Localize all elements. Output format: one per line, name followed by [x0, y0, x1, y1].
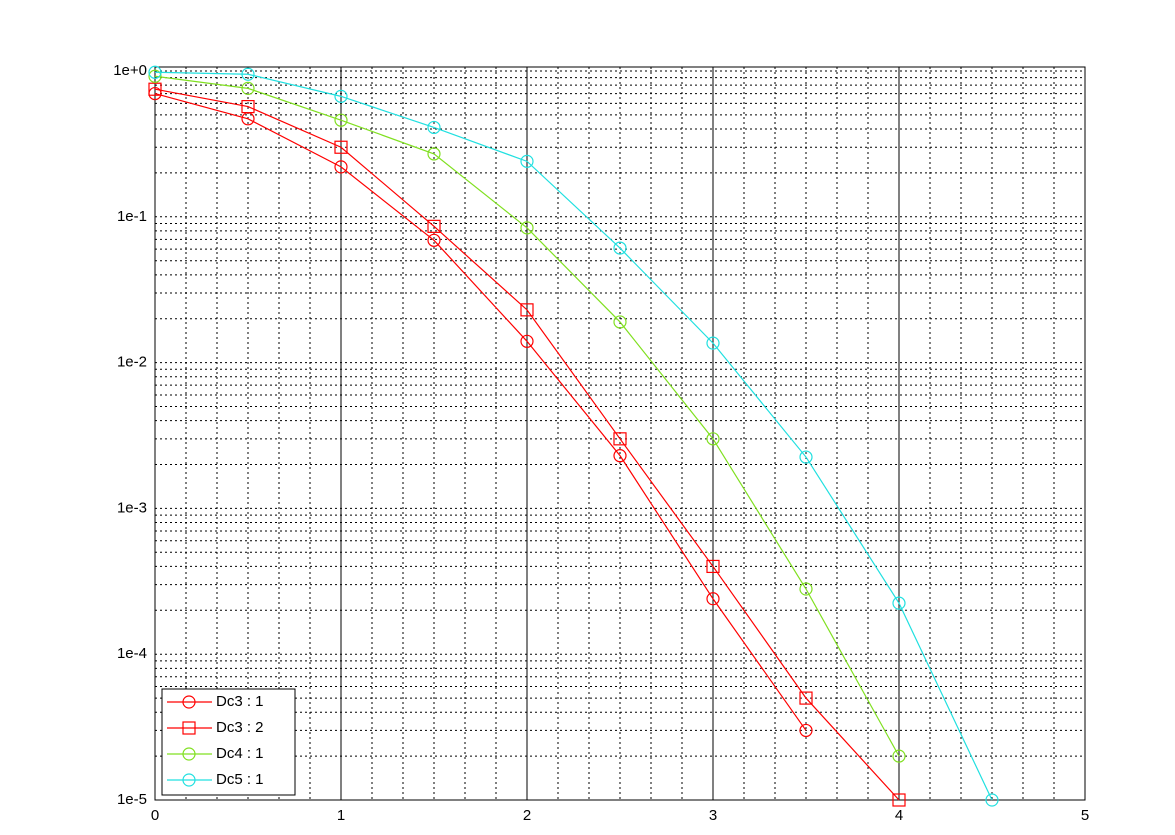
y-tick-label: 1e-5	[117, 791, 147, 808]
series-line	[154, 93, 807, 731]
marker	[520, 334, 534, 348]
y-tick-label: 1e+0	[113, 62, 147, 79]
legend-marker	[182, 695, 196, 709]
marker	[241, 99, 255, 114]
marker	[706, 432, 720, 446]
legend-marker	[182, 721, 196, 735]
marker	[706, 336, 720, 350]
marker	[427, 219, 441, 233]
marker	[241, 67, 255, 81]
marker	[799, 450, 813, 464]
marker	[892, 596, 906, 610]
marker	[613, 241, 627, 255]
y-tick-label: 1e-2	[117, 354, 147, 371]
marker	[892, 749, 906, 763]
marker	[613, 449, 627, 463]
x-tick-label: 0	[151, 807, 159, 824]
marker	[706, 559, 720, 574]
y-tick-label: 1e-1	[117, 208, 147, 225]
marker	[334, 113, 348, 127]
marker	[148, 69, 162, 83]
x-tick-label: 3	[709, 807, 717, 824]
legend-label: Dc5 : 1	[216, 771, 264, 788]
marker	[148, 82, 162, 96]
series-line	[154, 75, 900, 757]
marker	[520, 303, 534, 317]
plot-frame	[154, 66, 1086, 801]
marker	[427, 147, 441, 161]
marker	[706, 592, 720, 606]
marker	[427, 120, 441, 135]
marker	[241, 81, 255, 95]
x-tick-label: 2	[523, 807, 531, 824]
legend: Dc3 : 1 Dc3 : 2 Dc4 : 1 Dc5 : 1	[161, 688, 296, 796]
legend-label: Dc4 : 1	[216, 745, 264, 762]
legend-marker	[182, 747, 196, 761]
marker	[613, 432, 627, 446]
marker	[334, 160, 348, 174]
marker	[520, 221, 534, 235]
y-tick-label: 1e-3	[117, 499, 147, 516]
x-tick-label: 5	[1081, 807, 1089, 824]
marker	[799, 723, 813, 738]
marker	[985, 793, 999, 807]
legend-label: Dc3 : 2	[216, 719, 264, 736]
marker	[148, 65, 162, 79]
marker	[520, 154, 534, 168]
series-line	[154, 71, 993, 801]
x-tick-label: 4	[895, 807, 903, 824]
marker	[613, 315, 627, 329]
marker	[334, 140, 348, 154]
legend-label: Dc3 : 1	[216, 693, 264, 710]
marker	[799, 691, 813, 705]
marker	[799, 582, 813, 596]
series-line	[154, 88, 900, 801]
legend-marker	[182, 773, 196, 787]
y-tick-label: 1e-4	[117, 645, 147, 662]
marker	[427, 233, 441, 247]
marker	[892, 793, 906, 807]
marker	[334, 89, 348, 103]
x-tick-label: 1	[337, 807, 345, 824]
